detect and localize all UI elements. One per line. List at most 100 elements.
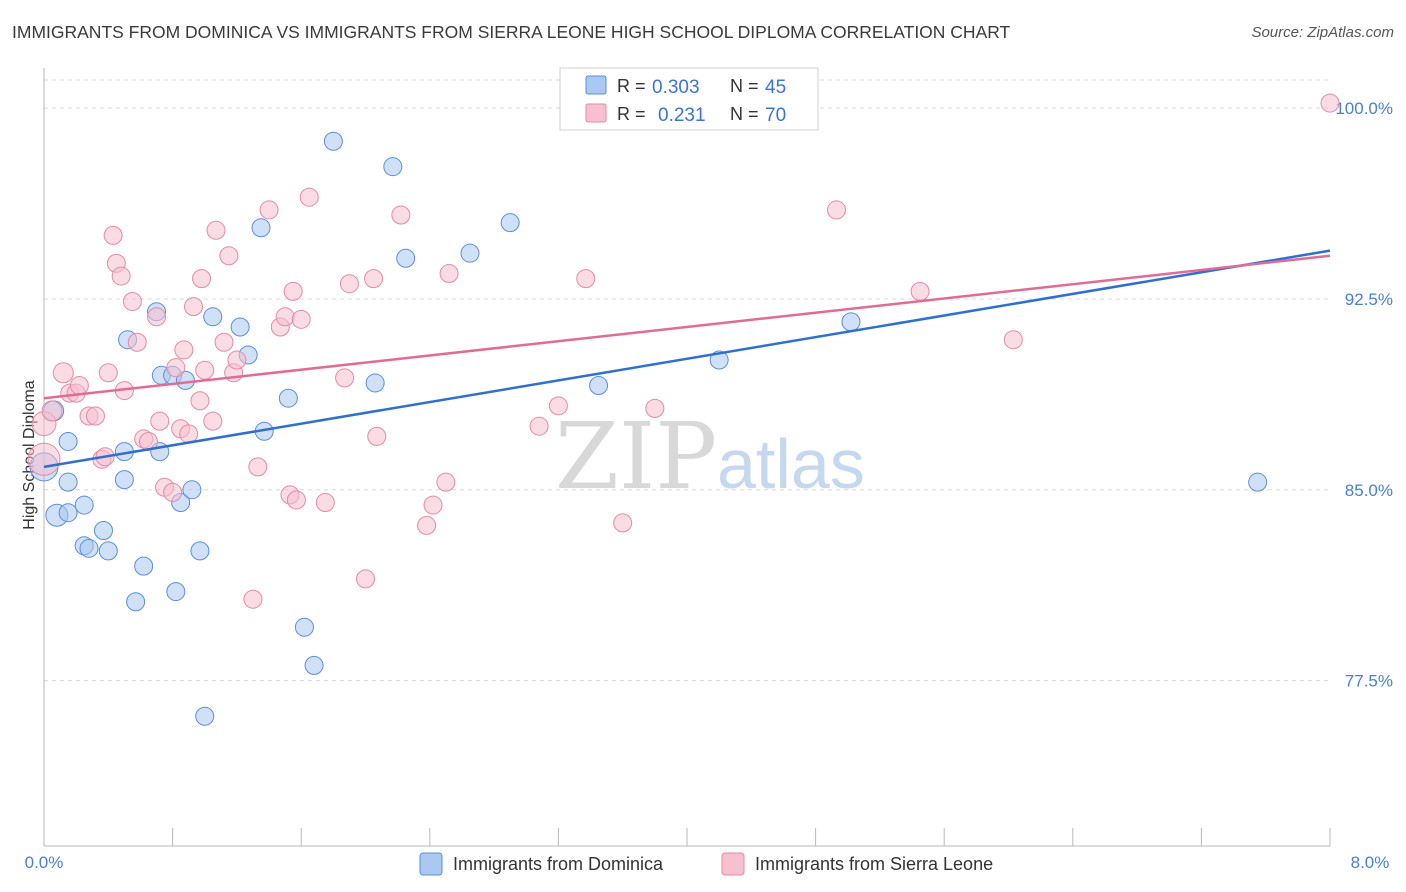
scatter-point <box>278 388 298 408</box>
scatter-point <box>52 362 74 384</box>
x-tick-label-min: 0.0% <box>25 853 64 872</box>
scatter-point <box>182 480 202 500</box>
scatter-point <box>79 538 99 558</box>
scatter-point <box>275 307 295 327</box>
trend-line-sierra-leone <box>43 254 1331 400</box>
scatter-point <box>190 391 210 411</box>
legend: R = 0.303 N = 45 R = 0.231 N = 70 <box>559 67 819 131</box>
scatter-point <box>192 269 212 289</box>
scatter-point <box>230 317 250 337</box>
scatter-point <box>291 309 311 329</box>
scatter-point <box>826 200 846 220</box>
scatter-point <box>85 406 105 426</box>
scatter-point <box>529 416 549 436</box>
bottom-legend-label-dominica: Immigrants from Dominica <box>453 854 664 874</box>
bottom-legend-swatch-sierra-leone <box>721 852 745 876</box>
scatter-point <box>150 411 170 431</box>
scatter-point <box>294 617 314 637</box>
scatter-point <box>214 332 234 352</box>
scatter-point <box>356 569 375 589</box>
scatter-point <box>127 332 147 352</box>
legend-r-value-sierra-leone: 0.231 <box>658 105 706 126</box>
scatter-point <box>206 220 226 240</box>
scatter-point <box>709 350 729 370</box>
watermark-zip: ZIP <box>555 403 717 510</box>
y-tick-label: 77.5% <box>1345 672 1393 691</box>
scatter-point <box>243 589 263 609</box>
chart-title: IMMIGRANTS FROM DOMINICA VS IMMIGRANTS F… <box>12 22 1011 42</box>
scatter-point <box>58 503 78 523</box>
scatter-point <box>114 470 134 490</box>
scatter-point <box>98 363 118 383</box>
scatter-point <box>98 541 118 561</box>
scatter-point <box>126 592 146 612</box>
scatter-point <box>103 225 123 245</box>
scatter-point <box>396 248 416 268</box>
scatter-point <box>163 482 183 502</box>
scatter-point <box>147 307 167 327</box>
scatter-point <box>383 157 403 177</box>
legend-swatch-sierra-leone <box>585 103 607 123</box>
scatter-point <box>190 541 210 561</box>
scatter-point <box>500 213 520 233</box>
legend-n-label-dominica: N = <box>730 76 759 96</box>
scatter-point <box>589 375 609 395</box>
scatter-point <box>203 411 223 431</box>
y-tick-label: 85.0% <box>1345 481 1393 500</box>
scatter-point <box>1248 472 1268 492</box>
scatter-point <box>423 495 443 515</box>
scatter-point <box>576 269 596 289</box>
scatter-point <box>179 424 199 444</box>
scatter-point <box>367 426 387 446</box>
y-tick-labels: 100.0% 92.5% 85.0% 77.5% <box>1335 99 1393 690</box>
scatter-point <box>323 131 343 151</box>
legend-r-value-dominica: 0.303 <box>652 77 700 98</box>
scatter-point <box>339 274 359 294</box>
y-tick-label: 92.5% <box>1345 290 1393 309</box>
scatter-point <box>195 706 215 726</box>
scatter-point <box>174 340 194 360</box>
legend-n-label-sierra-leone: N = <box>730 104 759 124</box>
scatter-point <box>58 431 78 451</box>
scatter-point <box>299 187 319 207</box>
scatter-point <box>1003 330 1023 350</box>
watermark-atlas: atlas <box>717 425 865 503</box>
scatter-point <box>286 490 306 510</box>
scatter-point <box>27 442 61 476</box>
legend-n-value-sierra-leone: 70 <box>765 105 786 126</box>
scatter-point <box>41 400 63 422</box>
scatter-point <box>365 373 385 393</box>
x-ticks <box>43 828 1331 846</box>
scatter-point <box>283 281 303 301</box>
scatter-point <box>58 472 78 492</box>
scatter-point <box>195 360 215 380</box>
scatter-point <box>259 200 279 220</box>
bottom-legend-label-sierra-leone: Immigrants from Sierra Leone <box>755 854 993 874</box>
scatter-point <box>251 218 271 238</box>
legend-r-label-dominica: R = <box>617 76 646 96</box>
scatter-point <box>841 312 861 332</box>
scatter-point <box>335 368 355 388</box>
legend-swatch-dominica <box>585 75 607 95</box>
scatter-point <box>134 556 154 576</box>
scatter-point <box>1320 93 1340 113</box>
scatter-point <box>460 243 480 263</box>
scatter-point <box>227 350 247 370</box>
scatter-point <box>203 307 223 327</box>
scatter-point <box>304 655 324 675</box>
scatter-point <box>183 297 203 317</box>
legend-r-label-sierra-leone: R = <box>617 104 646 124</box>
scatter-point <box>391 205 411 225</box>
bottom-legend-swatch-dominica <box>419 852 443 876</box>
scatter-point <box>436 472 456 492</box>
y-tick-label: 100.0% <box>1335 99 1393 118</box>
scatter-point <box>219 246 239 266</box>
scatter-point <box>248 457 268 477</box>
scatter-point <box>74 495 94 515</box>
trend-line-dominica <box>43 249 1331 469</box>
x-tick-label-max: 8.0% <box>1351 853 1390 872</box>
scatter-point <box>315 493 335 513</box>
series-sierra-leone-points <box>27 93 1340 609</box>
scatter-point <box>122 292 142 312</box>
